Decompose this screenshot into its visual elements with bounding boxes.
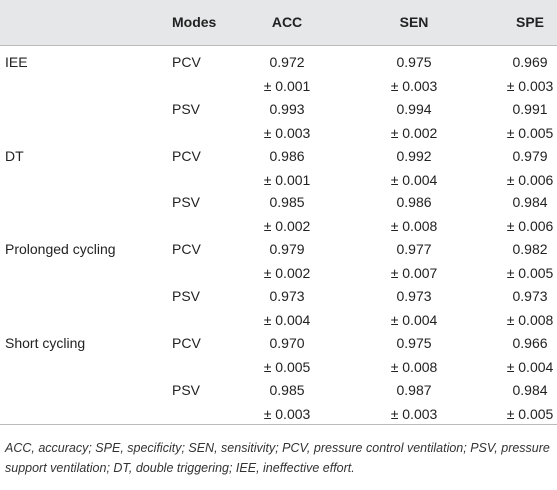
cell-value: 0.984 <box>512 194 548 211</box>
cell-deviation: ± 0.002 <box>390 124 438 141</box>
group-label: Prolonged cycling <box>5 241 116 258</box>
cell-value: 0.972 <box>269 54 305 70</box>
cell-deviation: ± 0.008 <box>390 358 438 375</box>
cell-value: 0.986 <box>396 194 432 211</box>
cell-value: 0.991 <box>512 100 548 117</box>
cell-deviation: ± 0.008 <box>506 312 554 328</box>
cell-deviation: ± 0.008 <box>390 218 438 235</box>
cell-deviation: ± 0.001 <box>263 171 311 188</box>
cell-value: 0.973 <box>396 288 432 304</box>
cell-deviation: ± 0.003 <box>506 78 554 94</box>
mode-label: PCV <box>172 147 201 164</box>
cell-value: 0.987 <box>396 381 432 398</box>
cell-value: 0.982 <box>512 241 548 258</box>
cell-value: 0.966 <box>512 334 548 351</box>
column-header: ACC <box>271 14 303 30</box>
mode-label: PSV <box>172 194 201 211</box>
cell-deviation: ± 0.003 <box>263 124 311 141</box>
mode-label: PCV <box>172 241 201 258</box>
cell-deviation: ± 0.001 <box>263 78 311 94</box>
group-label: Short cycling <box>5 334 86 351</box>
cell-deviation: ± 0.006 <box>506 218 554 235</box>
cell-value: 0.975 <box>396 334 432 351</box>
cell-deviation: ± 0.004 <box>390 171 438 188</box>
cell-deviation: ± 0.002 <box>263 218 311 235</box>
mode-label: PSV <box>172 381 201 398</box>
cell-deviation: ± 0.002 <box>263 265 311 282</box>
cell-deviation: ± 0.004 <box>390 312 438 328</box>
header-background <box>0 0 557 45</box>
cell-deviation: ± 0.005 <box>506 124 554 141</box>
group-label: IEE <box>5 54 28 70</box>
mode-label: PCV <box>172 334 201 351</box>
cell-deviation: ± 0.003 <box>390 78 438 94</box>
group-label: DT <box>5 147 24 164</box>
cell-value: 0.984 <box>512 381 548 398</box>
cell-value: 0.985 <box>269 381 305 398</box>
cell-deviation: ± 0.005 <box>506 265 554 282</box>
cell-deviation: ± 0.005 <box>263 358 311 375</box>
cell-value: 0.986 <box>269 147 305 164</box>
cell-value: 0.994 <box>396 100 432 117</box>
cell-value: 0.977 <box>396 241 432 258</box>
column-header: Modes <box>172 14 217 30</box>
cell-value: 0.973 <box>269 288 305 304</box>
cell-deviation: ± 0.004 <box>506 358 554 375</box>
cell-value: 0.975 <box>396 54 432 70</box>
mode-label: PSV <box>172 100 201 117</box>
mode-label: PSV <box>172 288 201 304</box>
cell-value: 0.970 <box>269 334 305 351</box>
cell-value: 0.979 <box>269 241 305 258</box>
footnote: ACC, accuracy; SPE, specificity; SEN, se… <box>5 441 550 475</box>
mode-label: PCV <box>172 54 201 70</box>
cell-value: 0.993 <box>269 100 305 117</box>
column-header: SPE <box>515 14 545 30</box>
cell-deviation: ± 0.004 <box>263 312 311 328</box>
cell-deviation: ± 0.005 <box>506 405 554 422</box>
cell-value: 0.992 <box>396 147 432 164</box>
cell-value: 0.973 <box>512 288 548 304</box>
cell-deviation: ± 0.006 <box>506 171 554 188</box>
cell-value: 0.985 <box>269 194 305 211</box>
cell-value: 0.969 <box>512 54 548 70</box>
bottom-rule <box>0 424 557 425</box>
header-rule <box>0 45 557 46</box>
cell-deviation: ± 0.003 <box>263 405 311 422</box>
column-header: SEN <box>399 14 429 30</box>
cell-deviation: ± 0.003 <box>390 405 438 422</box>
cell-value: 0.979 <box>512 147 548 164</box>
cell-deviation: ± 0.007 <box>390 265 438 282</box>
